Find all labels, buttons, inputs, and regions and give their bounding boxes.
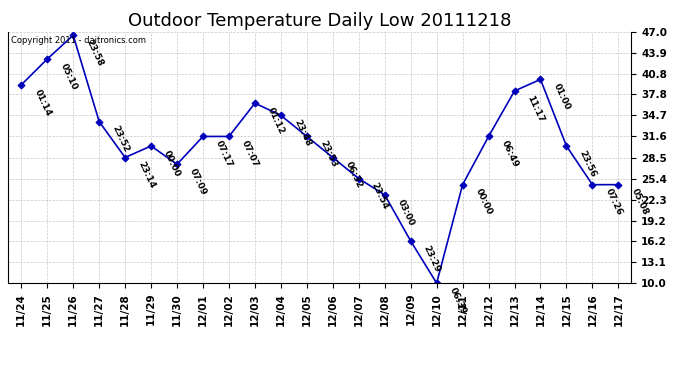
Text: Copyright 2011 - daitronics.com: Copyright 2011 - daitronics.com xyxy=(12,36,146,45)
Text: 06:39: 06:39 xyxy=(448,286,468,316)
Text: 06:49: 06:49 xyxy=(500,139,520,169)
Text: 11:17: 11:17 xyxy=(526,94,546,124)
Text: 07:07: 07:07 xyxy=(240,139,260,169)
Text: 23:58: 23:58 xyxy=(84,38,105,68)
Text: 07:17: 07:17 xyxy=(214,139,235,169)
Text: 07:26: 07:26 xyxy=(604,188,624,217)
Text: 23:29: 23:29 xyxy=(422,244,442,274)
Text: 06:32: 06:32 xyxy=(344,160,364,190)
Text: 00:00: 00:00 xyxy=(162,149,182,178)
Text: 23:14: 23:14 xyxy=(136,160,157,190)
Text: 03:00: 03:00 xyxy=(396,198,416,227)
Text: 05:08: 05:08 xyxy=(629,188,649,217)
Text: 01:12: 01:12 xyxy=(266,106,286,136)
Text: 23:53: 23:53 xyxy=(318,139,338,169)
Text: 01:14: 01:14 xyxy=(32,88,52,117)
Text: 23:52: 23:52 xyxy=(110,124,130,154)
Text: 05:10: 05:10 xyxy=(59,62,79,92)
Text: 23:48: 23:48 xyxy=(292,118,313,148)
Text: 01:00: 01:00 xyxy=(551,82,572,112)
Text: 23:56: 23:56 xyxy=(578,149,598,178)
Text: 00:00: 00:00 xyxy=(474,188,494,217)
Text: 07:09: 07:09 xyxy=(188,167,208,197)
Title: Outdoor Temperature Daily Low 20111218: Outdoor Temperature Daily Low 20111218 xyxy=(128,12,511,30)
Text: 23:54: 23:54 xyxy=(370,182,390,211)
